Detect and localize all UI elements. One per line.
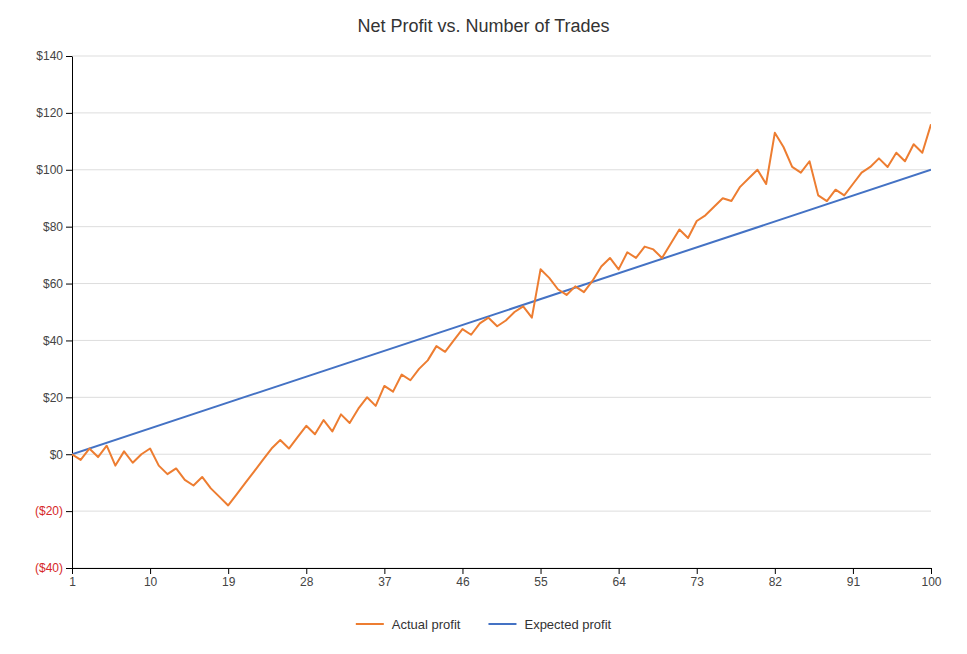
plot-area: ($40)($20)$0$20$40$60$80$100$120$1401101… (35, 49, 942, 588)
tick: 64 (612, 568, 626, 589)
grid-line (72, 56, 931, 57)
tick-label: 91 (847, 575, 861, 589)
tick-mark (384, 568, 385, 574)
tick: 28 (300, 568, 314, 589)
tick: $120 (36, 106, 72, 120)
grid-line (72, 283, 931, 284)
x-axis: 1 10 19 28 37 46 55 64 73 82 91 100 (69, 568, 942, 589)
tick-label: $120 (36, 106, 63, 120)
chart: Net Profit vs. Number of Trades ($40) ($20… (0, 0, 967, 654)
tick-label: 100 (921, 575, 941, 589)
tick-mark (775, 568, 776, 574)
series-line (72, 170, 931, 454)
tick-label: 19 (222, 575, 236, 589)
tick-mark (306, 568, 307, 574)
tick-mark (931, 568, 932, 574)
legend-label: Actual profit (392, 617, 461, 632)
tick: 100 (921, 568, 941, 589)
tick: 55 (534, 568, 548, 589)
tick: 73 (691, 568, 705, 589)
grid-line (72, 397, 931, 398)
tick-label: ($20) (35, 504, 63, 518)
tick-label: 73 (691, 575, 705, 589)
tick: ($20) (35, 504, 72, 518)
tick-label: 37 (378, 575, 392, 589)
tick-mark (72, 568, 73, 574)
tick: $0 (50, 448, 72, 462)
grid-line (72, 568, 931, 569)
series-line (72, 124, 931, 505)
tick-label: 28 (300, 575, 314, 589)
tick: 1 (69, 568, 76, 589)
tick-mark (66, 454, 72, 455)
tick-mark (697, 568, 698, 574)
tick-mark (66, 397, 72, 398)
legend-item: Expected profit (488, 617, 611, 632)
tick-mark (150, 568, 151, 574)
axis-line (72, 57, 73, 569)
tick: 19 (222, 568, 236, 589)
tick-label: 64 (612, 575, 626, 589)
tick-label: $40 (43, 334, 63, 348)
tick: 91 (847, 568, 861, 589)
legend-swatch (356, 623, 384, 625)
tick: ($40) (35, 561, 72, 575)
tick-label: $60 (43, 277, 63, 291)
tick: $40 (43, 334, 72, 348)
tick: 10 (144, 568, 158, 589)
axis-line (73, 568, 932, 569)
tick-label: ($40) (35, 561, 63, 575)
grid-line (72, 226, 931, 227)
grid (72, 56, 931, 568)
tick-mark (853, 568, 854, 574)
y-axis: ($40) ($20) $0 $20 $40 $60 $80 $100 $120 $140 (35, 49, 73, 575)
tick: $80 (43, 220, 72, 234)
tick-mark (66, 568, 72, 569)
grid-line (72, 511, 931, 512)
title: Net Profit vs. Number of Trades (357, 16, 609, 36)
series-group (72, 124, 931, 505)
tick-mark (541, 568, 542, 574)
grid-line (72, 340, 931, 341)
tick-label: 10 (144, 575, 158, 589)
tick: $140 (36, 49, 72, 63)
tick-label: $140 (36, 49, 63, 63)
tick-mark (66, 340, 72, 341)
tick: 82 (769, 568, 783, 589)
tick-label: $100 (36, 163, 63, 177)
tick-label: 46 (456, 575, 470, 589)
tick-mark (66, 56, 72, 57)
tick-label: 1 (69, 575, 76, 589)
tick-mark (228, 568, 229, 574)
tick: $20 (43, 391, 72, 405)
tick: 37 (378, 568, 392, 589)
tick-mark (66, 284, 72, 285)
tick-mark (66, 170, 72, 171)
tick-mark (619, 568, 620, 574)
tick-mark (66, 227, 72, 228)
tick: $60 (43, 277, 72, 291)
legend-swatch (488, 623, 516, 625)
tick-mark (66, 113, 72, 114)
legend: Actual profit Expected profit (356, 617, 612, 632)
grid-line (72, 112, 931, 113)
tick-mark (66, 511, 72, 512)
tick-label: $20 (43, 391, 63, 405)
tick: 46 (456, 568, 470, 589)
tick-mark (462, 568, 463, 574)
tick: $100 (36, 163, 72, 177)
grid-line (72, 454, 931, 455)
legend-item: Actual profit (356, 617, 461, 632)
tick-label: 82 (769, 575, 783, 589)
tick-label: 55 (534, 575, 548, 589)
tick-label: $0 (50, 448, 64, 462)
legend-label: Expected profit (524, 617, 611, 632)
tick-label: $80 (43, 220, 63, 234)
